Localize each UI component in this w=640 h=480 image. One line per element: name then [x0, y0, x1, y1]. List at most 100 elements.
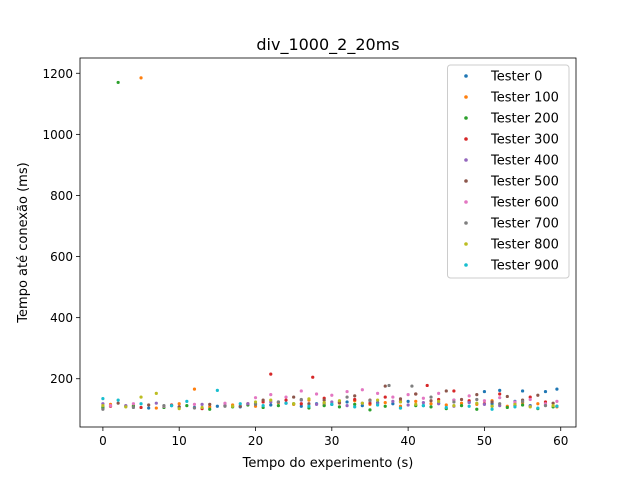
data-point	[147, 403, 151, 407]
data-point	[116, 401, 120, 405]
legend-box	[447, 64, 570, 279]
data-point	[498, 402, 502, 406]
data-point	[253, 400, 258, 404]
data-point	[376, 391, 380, 395]
data-point	[490, 407, 494, 411]
data-point	[467, 400, 471, 405]
data-point	[208, 407, 212, 411]
data-point	[498, 388, 502, 392]
legend-entry: Tester 300	[490, 133, 559, 148]
y-tick-label: 400	[50, 311, 73, 325]
data-point	[208, 405, 212, 409]
data-point	[215, 388, 219, 392]
data-point	[425, 383, 429, 388]
data-point	[299, 402, 303, 406]
data-point	[482, 402, 487, 406]
data-point	[444, 405, 448, 410]
data-point	[345, 395, 349, 399]
data-point	[124, 405, 128, 409]
data-point	[154, 401, 158, 405]
data-point	[169, 404, 174, 408]
data-point	[551, 404, 555, 408]
data-point	[383, 400, 387, 405]
data-point	[459, 404, 464, 408]
y-tick-label: 1000	[42, 128, 73, 142]
legend-marker	[464, 179, 468, 183]
data-point	[452, 404, 456, 408]
data-point	[429, 395, 433, 399]
data-point	[406, 403, 410, 407]
data-point	[139, 395, 143, 399]
x-tick-label: 60	[553, 434, 568, 448]
data-point	[292, 395, 296, 399]
data-point	[421, 404, 425, 408]
data-point	[452, 389, 456, 393]
data-point	[505, 394, 509, 399]
data-point	[185, 399, 189, 403]
data-point	[299, 397, 303, 402]
data-point	[200, 405, 204, 410]
legend-marker	[464, 242, 468, 246]
data-point	[475, 393, 479, 397]
data-point	[185, 404, 189, 408]
data-point	[337, 399, 342, 403]
data-point	[475, 407, 479, 411]
x-tick-label: 10	[172, 434, 187, 448]
data-point	[520, 389, 525, 393]
data-point	[482, 389, 487, 394]
data-point	[429, 405, 433, 409]
data-point	[437, 391, 441, 395]
data-point	[231, 404, 235, 408]
plot-frame	[79, 57, 577, 428]
legend-entry: Tester 200	[490, 112, 559, 127]
data-point	[414, 399, 418, 403]
data-point	[223, 401, 227, 405]
data-point	[368, 401, 372, 405]
legend-marker	[464, 137, 468, 141]
data-point	[353, 405, 357, 409]
data-point	[276, 404, 280, 408]
data-point	[376, 398, 380, 402]
data-point	[459, 401, 464, 405]
data-point	[459, 397, 464, 402]
data-point	[101, 396, 105, 401]
data-point	[299, 389, 303, 393]
data-point	[330, 402, 334, 406]
data-point	[410, 384, 414, 388]
data-point	[482, 399, 487, 403]
data-point	[437, 399, 441, 403]
data-point	[391, 395, 395, 399]
data-point	[490, 400, 494, 404]
x-tick-label: 30	[324, 434, 339, 448]
data-point	[154, 391, 158, 395]
y-tick-label: 600	[50, 250, 73, 264]
data-point	[437, 402, 441, 406]
data-point	[505, 405, 509, 410]
data-point	[307, 397, 311, 401]
legend-marker	[464, 95, 468, 99]
data-point	[215, 404, 219, 408]
data-point	[253, 402, 258, 406]
data-point	[528, 397, 532, 402]
data-point	[147, 406, 151, 410]
data-point	[383, 404, 387, 408]
data-point	[528, 395, 532, 399]
data-point	[353, 394, 357, 398]
data-point	[108, 404, 113, 408]
legend-entry: Tester 800	[490, 238, 559, 253]
legend-entry: Tester 0	[490, 70, 542, 85]
legend-entry: Tester 700	[490, 217, 559, 232]
data-point	[322, 400, 326, 405]
data-point	[322, 398, 326, 402]
data-point	[200, 402, 204, 406]
data-points	[101, 76, 559, 412]
data-point	[467, 394, 471, 398]
y-axis-ticks: 200 400 600 800 1000 1200	[42, 67, 80, 386]
data-point	[269, 372, 273, 376]
data-point	[555, 399, 559, 403]
legend-marker	[464, 116, 468, 120]
data-point	[520, 399, 525, 403]
data-point	[307, 402, 311, 406]
x-axis-label: Tempo do experimento (s)	[242, 456, 414, 471]
